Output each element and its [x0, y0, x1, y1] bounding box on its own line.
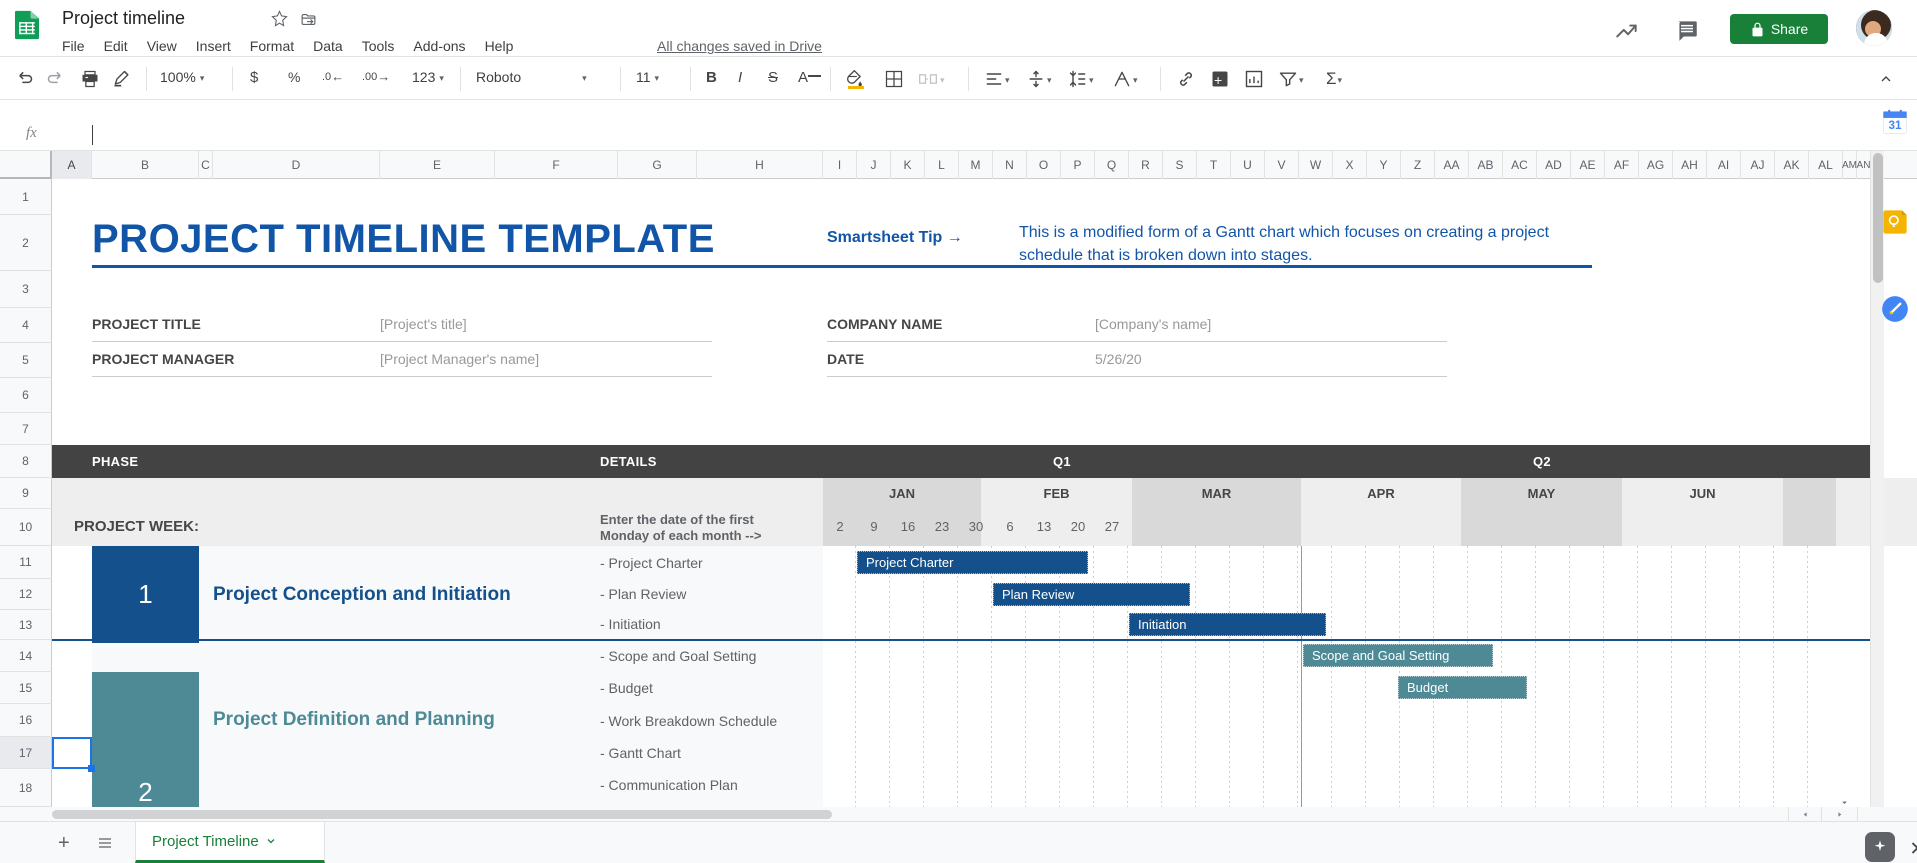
- svg-text:31: 31: [1889, 119, 1902, 132]
